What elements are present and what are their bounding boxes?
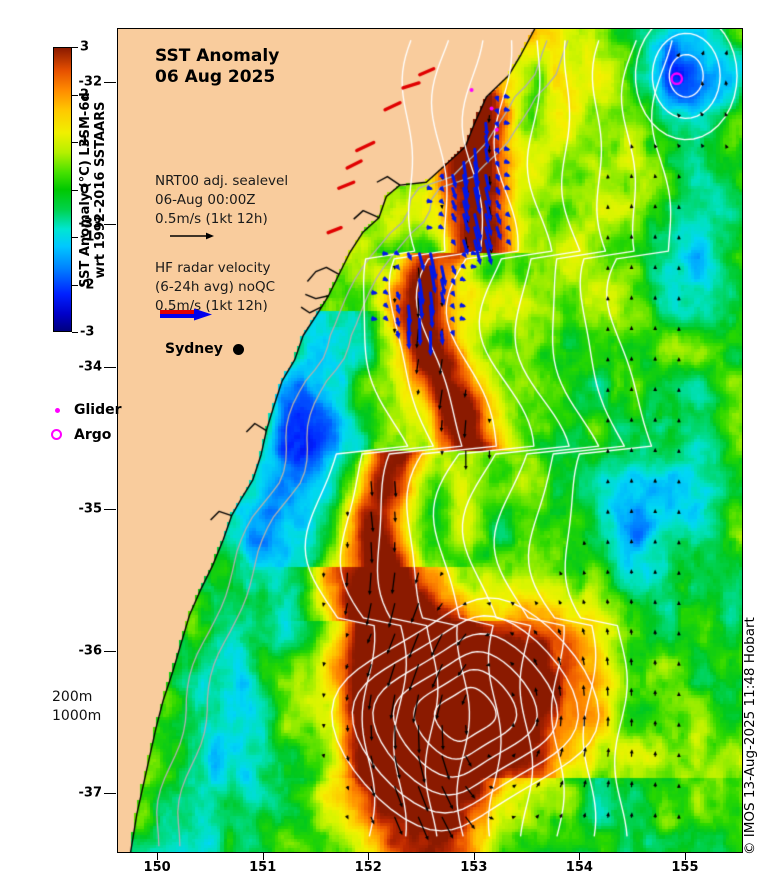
x-tickmark <box>262 853 264 860</box>
x-tickmark <box>473 853 475 860</box>
colorbar-tick-label: 3 <box>80 39 90 55</box>
x-tickmark <box>157 853 159 860</box>
y-tick-label: -34 <box>78 359 103 375</box>
legend-label-argo: Argo <box>74 427 112 443</box>
y-tickmark <box>104 366 116 368</box>
x-tickmark <box>579 853 581 860</box>
page-title: SST Anomaly 06 Aug 2025 <box>155 46 280 87</box>
colorbar-tickmark <box>72 332 78 333</box>
city-marker-sydney <box>233 344 244 355</box>
x-tick-label: 153 <box>460 860 488 875</box>
map-plot-area[interactable] <box>117 28 743 853</box>
glider-dot-icon <box>46 398 72 423</box>
hf-radar-annotation: HF radar velocity (6-24h avg) noQC 0.5m/… <box>155 260 276 314</box>
argo-ring-icon <box>46 423 72 448</box>
y-tick-label: -35 <box>78 501 103 517</box>
x-tick-label: 152 <box>354 860 382 875</box>
x-tick-label: 154 <box>565 860 593 875</box>
colorbar <box>53 47 72 332</box>
x-tickmark <box>684 853 686 860</box>
colorbar-tickmark <box>72 142 78 143</box>
city-label-sydney: Sydney <box>165 341 223 357</box>
credit-text: © IMOS 13-Aug-2025 11:48 Hobart <box>742 617 758 855</box>
y-tick-label: -37 <box>78 785 103 801</box>
colorbar-tickmark <box>72 284 78 286</box>
y-tick-label: -33 <box>78 216 103 232</box>
colorbar-tickmark <box>72 47 78 48</box>
colorbar-tick-label: 1 <box>80 134 90 150</box>
bathymetry-contour-label: 200m 1000m <box>52 689 102 724</box>
sealevel-annotation: NRT00 adj. sealevel 06-Aug 00:00Z 0.5m/s… <box>155 173 289 227</box>
y-tickmark <box>104 651 116 653</box>
colorbar-tick-label: 2 <box>80 87 90 102</box>
sealevel-arrow-icon <box>170 232 214 240</box>
colorbar-tickmark <box>72 94 78 96</box>
y-tick-label: -36 <box>78 643 103 659</box>
hf-radar-arrow-icon <box>160 308 212 321</box>
y-tickmark <box>104 224 116 226</box>
y-tickmark <box>104 508 116 510</box>
colorbar-tickmark <box>72 237 78 238</box>
colorbar-tick-label: -2 <box>80 277 95 292</box>
x-tick-label: 155 <box>671 860 699 875</box>
legend-label-glider: Glider <box>74 402 122 418</box>
colorbar-title: SST Anomaly (°C) L3SM-6d wrt 1992-2016 S… <box>78 92 108 288</box>
x-tickmark <box>368 853 370 860</box>
x-tick-label: 151 <box>249 860 277 875</box>
colorbar-tick-label: 0 <box>80 182 90 197</box>
colorbar-tickmark <box>72 189 78 191</box>
colorbar-tick-label: -3 <box>80 324 95 340</box>
velocity-vector-overlay <box>118 29 742 852</box>
y-tickmark <box>104 82 116 84</box>
colorbar-tick-label: -1 <box>80 229 95 245</box>
y-tick-label: -32 <box>78 74 103 90</box>
y-tickmark <box>104 793 116 795</box>
x-tick-label: 150 <box>143 860 171 875</box>
